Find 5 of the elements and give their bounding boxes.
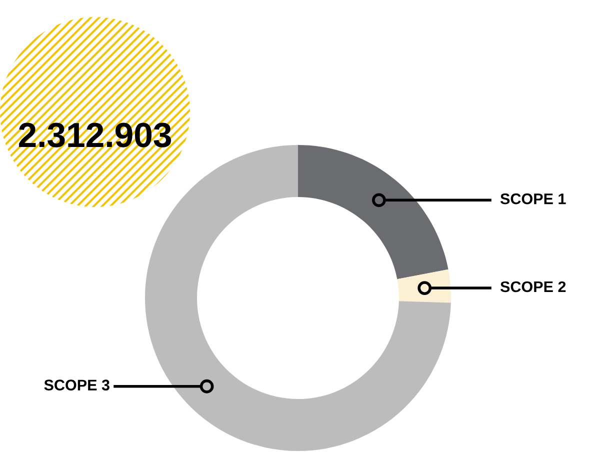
slice-label: SCOPE 3 (44, 380, 110, 391)
donut-slice (397, 269, 451, 303)
slice-label: SCOPE 2 (500, 281, 566, 292)
slice-label: SCOPE 1 (500, 193, 566, 204)
donut-slice (298, 145, 448, 280)
